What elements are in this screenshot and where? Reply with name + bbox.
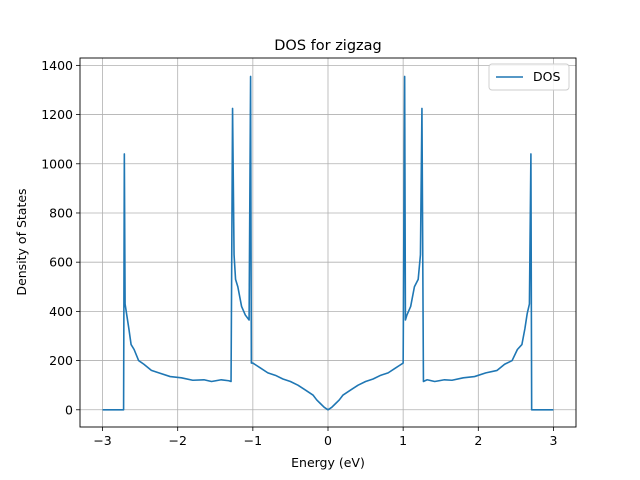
x-axis-ticks: −3 −2 −1 0 1 2 3: [93, 427, 557, 448]
grid-lines: [80, 58, 576, 427]
x-tick-label: 1: [399, 433, 407, 448]
legend: DOS: [488, 63, 570, 91]
x-tick-label: 3: [549, 433, 557, 448]
y-axis-ticks: 0 200 400 600 800 1000 1200 1400: [41, 58, 80, 417]
x-tick-label: −1: [244, 433, 262, 448]
x-tick-label: −3: [93, 433, 111, 448]
x-axis-label: Energy (eV): [291, 455, 365, 470]
y-tick-label: 400: [49, 304, 73, 319]
chart-title: DOS for zigzag: [274, 38, 381, 54]
y-axis-label: Density of States: [14, 188, 29, 295]
dos-series-line: [102, 75, 554, 411]
x-tick-label: 0: [324, 433, 332, 448]
y-tick-label: 0: [65, 402, 73, 417]
y-tick-label: 1400: [41, 58, 73, 73]
plot-frame: [79, 57, 577, 428]
legend-label-dos: DOS: [533, 69, 560, 84]
legend-box: [488, 63, 570, 91]
x-tick-label: 2: [474, 433, 482, 448]
y-tick-label: 1000: [41, 156, 73, 171]
y-tick-label: 1200: [41, 107, 73, 122]
y-tick-label: 600: [49, 255, 73, 270]
y-tick-label: 800: [49, 205, 73, 220]
x-tick-label: −2: [168, 433, 186, 448]
y-tick-label: 200: [49, 353, 73, 368]
